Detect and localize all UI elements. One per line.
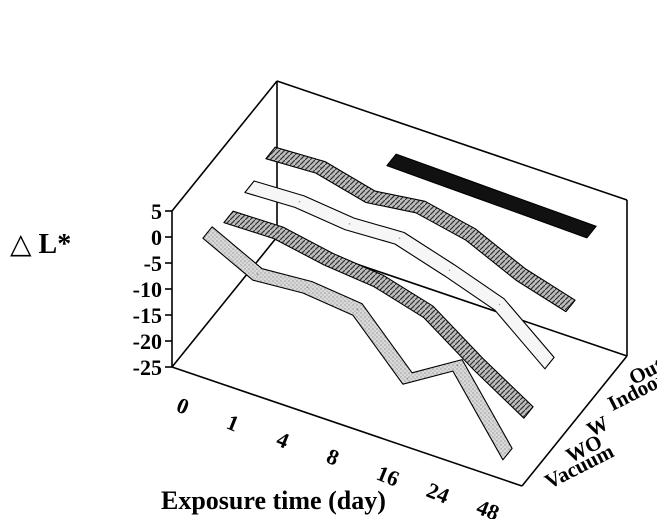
data-point-outdoor <box>306 286 309 289</box>
left-wall-top-edge <box>171 80 278 212</box>
data-point-indoor <box>277 232 280 234</box>
data-point-w <box>348 223 351 225</box>
data-point-w <box>448 269 451 272</box>
data-point-w <box>248 185 251 188</box>
data-point-wo <box>469 233 472 236</box>
data-point-vacuum <box>490 195 493 197</box>
data-point-vacuum <box>590 231 593 233</box>
series-ribbon-wo <box>265 146 576 313</box>
series-ribbon-indoor <box>223 210 534 419</box>
data-point-indoor <box>477 363 480 366</box>
data-point-outdoor <box>206 231 209 234</box>
data-point-outdoor <box>406 377 409 380</box>
x-tick-label: 8 <box>323 443 343 470</box>
y-tick-label: -20 <box>133 329 162 354</box>
x-tick-label: 0 <box>173 392 193 419</box>
series-ribbon-w <box>244 180 555 370</box>
data-point-wo <box>519 273 522 276</box>
data-point-w <box>398 237 401 240</box>
series-ribbon-vacuum <box>386 153 597 239</box>
data-point-vacuum <box>440 177 443 179</box>
data-point-w <box>298 200 301 203</box>
data-point-indoor <box>227 216 230 218</box>
series-group <box>202 146 597 461</box>
y-tick-label: 0 <box>151 225 162 250</box>
y-tick-label: -10 <box>133 277 162 302</box>
series-ribbon-outdoor <box>202 226 513 461</box>
data-point-indoor <box>377 280 380 282</box>
data-point-vacuum <box>390 159 393 161</box>
data-point-outdoor <box>506 453 509 455</box>
data-point-wo <box>319 166 322 169</box>
data-point-outdoor <box>256 273 259 276</box>
data-point-outdoor <box>456 364 459 367</box>
back-wall-top-edge <box>276 80 628 201</box>
floor-left-edge <box>171 236 278 368</box>
data-point-vacuum <box>540 213 543 215</box>
data-point-indoor <box>527 411 530 414</box>
y-tick-label: 5 <box>151 199 162 224</box>
x-tick-label: 24 <box>423 477 453 508</box>
x-tick-label: 48 <box>473 494 503 519</box>
x-tick-label: 1 <box>223 409 243 436</box>
floor-front-edge <box>171 366 523 487</box>
data-point-wo <box>569 305 572 307</box>
data-point-indoor <box>327 258 330 261</box>
data-point-wo <box>269 152 272 154</box>
y-tick-label: -25 <box>133 355 162 380</box>
data-point-wo <box>419 206 422 208</box>
x-axis-label: Exposure time (day) <box>161 486 386 515</box>
x-tick-label: 4 <box>273 426 293 453</box>
labels: △ L* Exposure time (day) <box>10 229 386 515</box>
y-axis-label: △ L* <box>10 229 71 260</box>
floor-right-edge <box>521 355 628 487</box>
data-point-w <box>498 303 501 306</box>
data-point-indoor <box>427 311 430 313</box>
y-tick-label: -5 <box>144 251 162 276</box>
data-point-wo <box>369 196 372 198</box>
data-point-w <box>548 362 551 364</box>
y-tick-label: -15 <box>133 303 162 328</box>
data-point-outdoor <box>356 308 359 311</box>
